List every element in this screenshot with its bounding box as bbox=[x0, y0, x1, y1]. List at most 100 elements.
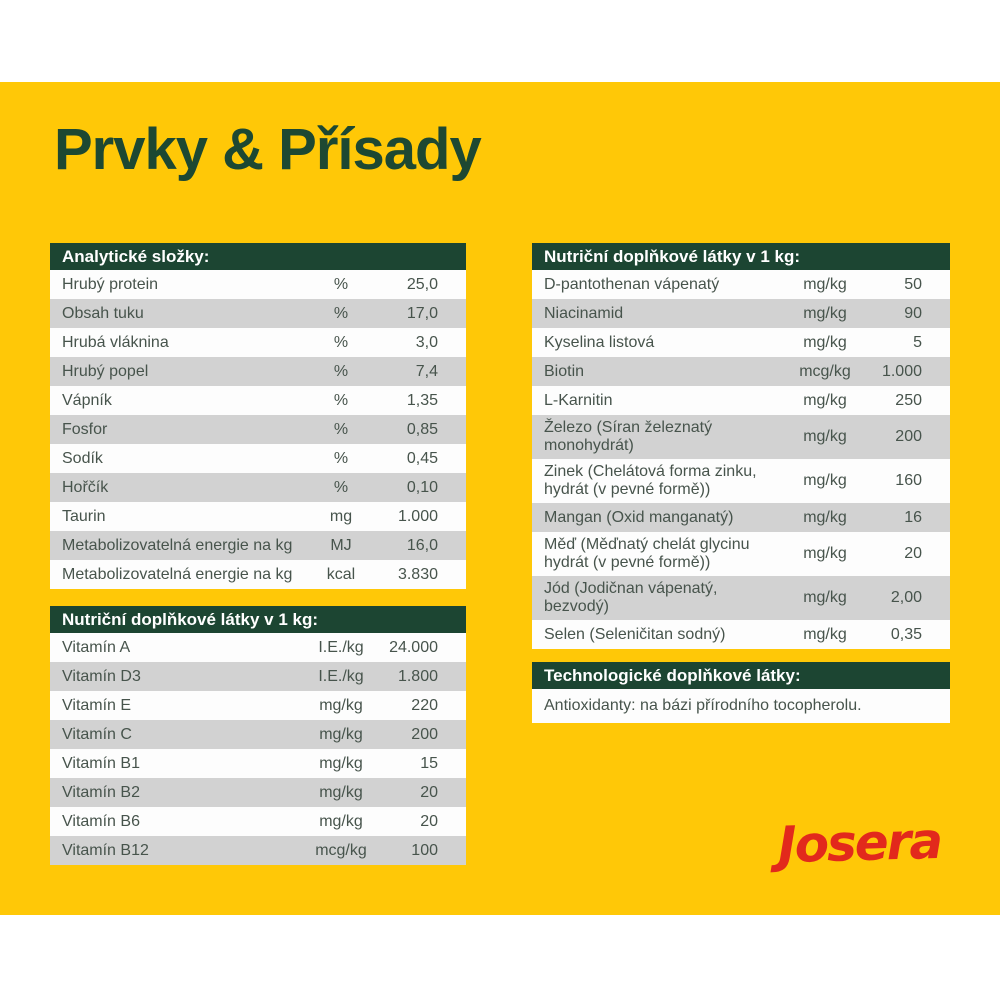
row-unit: mg/kg bbox=[803, 625, 847, 643]
table-row: Metabolizovatelná energie na kg MJ 16,0 bbox=[50, 531, 466, 560]
row-value: 20 bbox=[420, 812, 438, 830]
row-value: 20 bbox=[420, 783, 438, 801]
table-row: Taurin mg 1.000 bbox=[50, 502, 466, 531]
table-row: Hrubá vláknina% 3,0 bbox=[50, 328, 466, 357]
row-unit: mg bbox=[329, 507, 353, 525]
table-row: Vitamín C mg/kg 200 bbox=[50, 720, 466, 749]
row-label: Vitamín C bbox=[62, 725, 132, 743]
row-unit: mg/kg bbox=[803, 333, 847, 351]
table-row: Měď (Měďnatý chelát glycinu hydrát (v pe… bbox=[532, 532, 950, 576]
row-label: D-pantothenan vápenatý bbox=[544, 275, 720, 293]
table-row: Sodík% 0,45 bbox=[50, 444, 466, 473]
row-label: Biotin bbox=[544, 362, 585, 380]
row-value: 20 bbox=[904, 545, 922, 562]
table-row: Vitamín B12 mcg/kg 100 bbox=[50, 836, 466, 865]
page-title: Prvky & Přísady bbox=[54, 117, 482, 182]
row-value: 17,0 bbox=[406, 304, 438, 322]
row-value: 16,0 bbox=[406, 536, 438, 554]
row-label: Měď (Měďnatý chelát glycinu hydrát (v pe… bbox=[544, 536, 750, 571]
row-unit: mg/kg bbox=[319, 754, 363, 772]
vitamins-table-header: Nutriční doplňkové látky v 1 kg: bbox=[50, 606, 466, 633]
row-unit: % bbox=[333, 478, 349, 496]
row-label: Železo (Síran železnatý monohydrát) bbox=[544, 419, 713, 454]
row-label: Hrubá vláknina bbox=[62, 333, 169, 351]
row-unit: % bbox=[333, 304, 349, 322]
row-unit: mg/kg bbox=[803, 545, 847, 562]
table-row: Antioxidanty: na bázi přírodního tocophe… bbox=[532, 689, 950, 723]
row-value: 15 bbox=[420, 754, 438, 772]
row-unit: mg/kg bbox=[319, 725, 363, 743]
row-value: 50 bbox=[904, 275, 922, 293]
table-row: Hořčík% 0,10 bbox=[50, 473, 466, 502]
row-label: Vápník bbox=[62, 391, 112, 409]
table-title: Technologické doplňkové látky: bbox=[544, 665, 801, 685]
table-row: Jód (Jodičnan vápenatý, bezvodý) mg/kg 2,0… bbox=[532, 576, 950, 620]
row-unit: mg/kg bbox=[803, 304, 847, 322]
row-unit: % bbox=[333, 333, 349, 351]
row-value: 220 bbox=[411, 696, 438, 714]
table-row: Vitamín A I.E./kg 24.000 bbox=[50, 633, 466, 662]
row-value: 200 bbox=[411, 725, 438, 743]
left-column: Analytické složky: Hrubý protein% 25,0 Obs… bbox=[50, 243, 466, 865]
row-unit: % bbox=[333, 275, 349, 293]
row-value: 0,10 bbox=[406, 478, 438, 496]
technological-table-rows: Antioxidanty: na bázi přírodního tocophe… bbox=[532, 689, 950, 723]
table-title: Nutriční doplňkové látky v 1 kg: bbox=[62, 609, 319, 629]
table-row: Obsah tuku% 17,0 bbox=[50, 299, 466, 328]
row-value: 24.000 bbox=[389, 638, 438, 656]
row-label: Selen (Seleničitan sodný) bbox=[544, 625, 726, 643]
row-label: Jód (Jodičnan vápenatý, bezvodý) bbox=[544, 580, 718, 615]
row-unit: mg/kg bbox=[319, 783, 363, 801]
row-unit: mg/kg bbox=[319, 812, 363, 830]
row-label: Vitamín B12 bbox=[62, 841, 149, 859]
row-label: Hrubý popel bbox=[62, 362, 149, 380]
analytical-table-rows: Hrubý protein% 25,0 Obsah tuku% 17,0 Hrubá v… bbox=[50, 270, 466, 589]
minerals-table-rows: D-pantothenan vápenatý mg/kg 50 Niacinamid m… bbox=[532, 270, 950, 649]
table-row: Selen (Seleničitan sodný) mg/kg 0,35 bbox=[532, 620, 950, 649]
table-row: L-Karnitin mg/kg 250 bbox=[532, 386, 950, 415]
row-label: Vitamín B1 bbox=[62, 754, 140, 772]
row-label: Taurin bbox=[62, 507, 106, 525]
row-value: 5 bbox=[913, 333, 922, 351]
table-row: Vitamín D3 I.E./kg 1.800 bbox=[50, 662, 466, 691]
row-unit: mcg/kg bbox=[799, 362, 851, 380]
row-value: 3,0 bbox=[415, 333, 438, 351]
table-row: Vitamín B1 mg/kg 15 bbox=[50, 749, 466, 778]
table-row: Metabolizovatelná energie na kg kcal 3.830 bbox=[50, 560, 466, 589]
table-row: Mangan (Oxid manganatý) mg/kg 16 bbox=[532, 503, 950, 532]
table-title: Nutriční doplňkové látky v 1 kg: bbox=[544, 246, 801, 266]
row-value: 0,35 bbox=[890, 625, 922, 643]
row-label: Mangan (Oxid manganatý) bbox=[544, 508, 734, 526]
row-value: 90 bbox=[904, 304, 922, 322]
row-unit: % bbox=[333, 362, 349, 380]
row-unit: % bbox=[333, 391, 349, 409]
row-value: 0,85 bbox=[406, 420, 438, 438]
table-row: Kyselina listová mg/kg 5 bbox=[532, 328, 950, 357]
row-value: 100 bbox=[411, 841, 438, 859]
row-unit: I.E./kg bbox=[318, 638, 364, 656]
row-value: 1.800 bbox=[397, 667, 438, 685]
row-value: 0,45 bbox=[406, 449, 438, 467]
row-label: L-Karnitin bbox=[544, 391, 613, 409]
row-unit: mg/kg bbox=[803, 472, 847, 489]
row-label: Obsah tuku bbox=[62, 304, 144, 322]
row-label: Hrubý protein bbox=[62, 275, 159, 293]
row-unit: mcg/kg bbox=[315, 841, 367, 859]
table-row: D-pantothenan vápenatý mg/kg 50 bbox=[532, 270, 950, 299]
row-value: 3.830 bbox=[397, 565, 438, 583]
table-row: Biotin mcg/kg 1.000 bbox=[532, 357, 950, 386]
row-value: 2,00 bbox=[890, 589, 922, 606]
row-value: 250 bbox=[895, 391, 922, 409]
row-label: Niacinamid bbox=[544, 304, 624, 322]
row-label: Vitamín E bbox=[62, 696, 132, 714]
vitamins-table-rows: Vitamín A I.E./kg 24.000 Vitamín D3 I.E./kg 1… bbox=[50, 633, 466, 865]
minerals-table: Nutriční doplňkové látky v 1 kg: D-panto… bbox=[532, 243, 950, 649]
row-unit: mg/kg bbox=[803, 275, 847, 293]
row-label: Antioxidanty: na bázi přírodního tocophe… bbox=[544, 697, 862, 714]
row-label: Metabolizovatelná energie na kg bbox=[62, 565, 293, 583]
row-value: 16 bbox=[904, 508, 922, 526]
row-unit: mg/kg bbox=[803, 428, 847, 445]
row-value: 1.000 bbox=[881, 362, 922, 380]
row-unit: kcal bbox=[326, 565, 356, 583]
